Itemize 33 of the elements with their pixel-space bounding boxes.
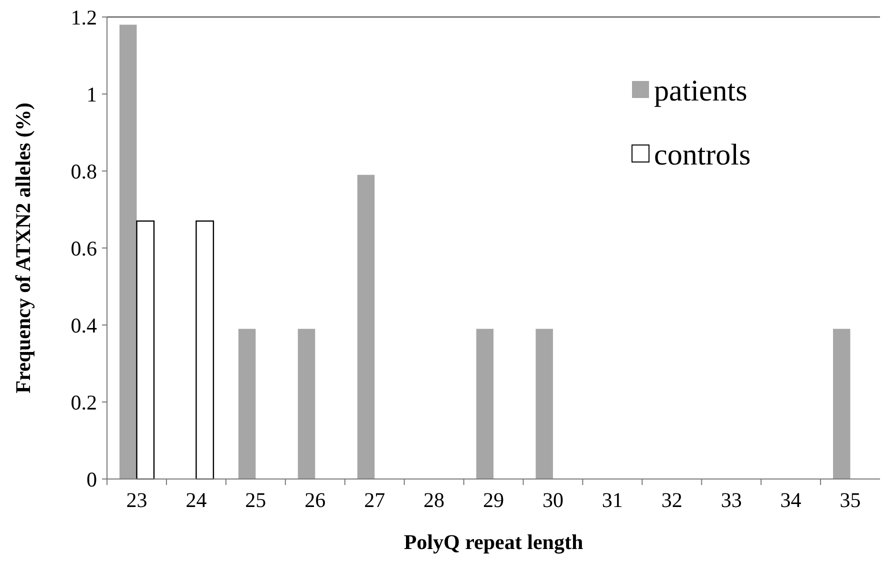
bar bbox=[833, 328, 850, 479]
y-tick-label: 0.8 bbox=[70, 159, 97, 184]
x-tick-label: 26 bbox=[304, 488, 326, 512]
x-tick-label: 23 bbox=[126, 488, 148, 512]
y-tick-label: 0 bbox=[86, 467, 97, 492]
bar bbox=[476, 328, 494, 479]
y-tick-label: 0.4 bbox=[70, 313, 98, 338]
bar bbox=[238, 328, 256, 479]
legend-label: patients bbox=[654, 74, 748, 108]
y-tick-label: 1.2 bbox=[70, 5, 97, 30]
x-tick-label: 32 bbox=[661, 488, 682, 512]
x-tick-label: 33 bbox=[720, 488, 742, 512]
bar bbox=[298, 328, 316, 479]
x-tick-label: 25 bbox=[245, 488, 266, 512]
bar bbox=[357, 174, 375, 479]
x-tick-label: 27 bbox=[364, 488, 386, 512]
x-tick-label: 35 bbox=[840, 488, 861, 512]
y-tick-label: 0.6 bbox=[70, 236, 97, 260]
y-axis-title: Frequency of ATXN2 alleles (%) bbox=[11, 102, 35, 394]
x-tick-label: 28 bbox=[424, 488, 445, 512]
x-tick-label: 31 bbox=[602, 488, 623, 512]
x-axis-title: PolyQ repeat length bbox=[404, 530, 584, 554]
x-tick-label: 29 bbox=[483, 488, 504, 512]
bar bbox=[136, 220, 155, 480]
legend-label: controls bbox=[654, 138, 751, 172]
x-tick-label: 34 bbox=[780, 488, 802, 512]
x-tick-label: 24 bbox=[186, 488, 208, 512]
bar bbox=[196, 220, 214, 480]
y-tick-label: 0.2 bbox=[70, 390, 97, 414]
x-tick-label: 30 bbox=[542, 488, 564, 512]
y-tick-label: 1 bbox=[86, 82, 97, 106]
bar bbox=[119, 24, 137, 479]
bar bbox=[536, 328, 553, 479]
